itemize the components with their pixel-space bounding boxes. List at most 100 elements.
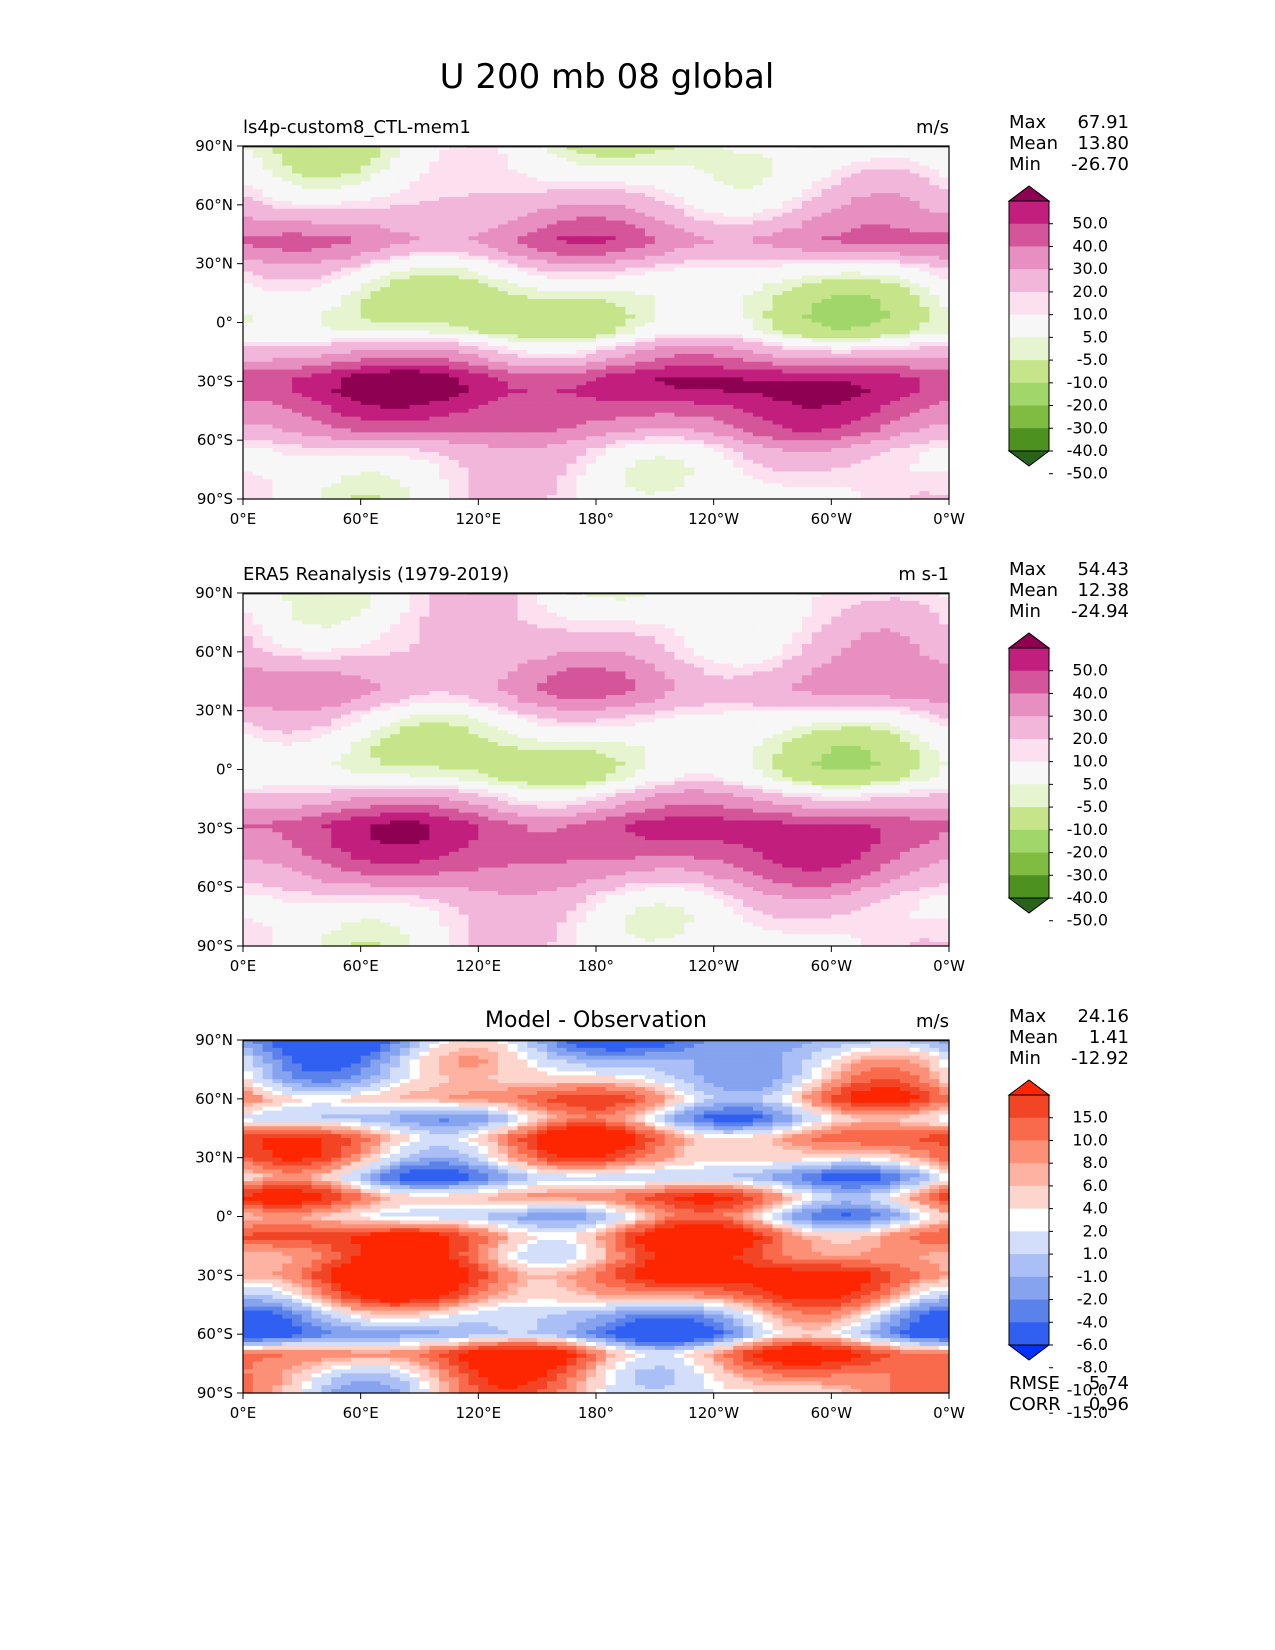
- field-cell: [763, 224, 773, 229]
- field-cell: [567, 346, 577, 351]
- field-cell: [606, 366, 616, 371]
- field-cell: [263, 268, 273, 273]
- field-cell: [498, 307, 508, 312]
- field-cell: [714, 209, 724, 214]
- field-cell: [782, 409, 792, 414]
- field-cell: [488, 385, 498, 390]
- field-cell: [312, 311, 322, 316]
- field-cell: [488, 303, 498, 308]
- field-cell: [753, 362, 763, 367]
- field-cell: [312, 256, 322, 261]
- field-cell: [733, 189, 743, 194]
- field-cell: [341, 173, 351, 178]
- field-cell: [282, 166, 292, 171]
- field-cell: [743, 381, 753, 386]
- field-cell: [831, 193, 841, 198]
- field-cell: [606, 185, 616, 190]
- field-cell: [576, 162, 586, 167]
- field-cell: [478, 224, 488, 229]
- field-cell: [351, 334, 361, 339]
- field-cell: [508, 224, 518, 229]
- field-cell: [655, 315, 665, 320]
- field-cell: [694, 283, 704, 288]
- field-cell: [429, 373, 439, 378]
- field-cell: [390, 236, 400, 241]
- field-cell: [498, 405, 508, 410]
- field-cell: [312, 287, 322, 292]
- field-cell: [400, 264, 410, 269]
- field-cell: [302, 295, 312, 300]
- field-cell: [527, 181, 537, 186]
- field-cell: [400, 385, 410, 390]
- field-cell: [253, 413, 263, 418]
- field-cell: [567, 248, 577, 253]
- field-cell: [390, 291, 400, 296]
- field-cell: [704, 201, 714, 206]
- field-cell: [282, 346, 292, 351]
- field-cell: [243, 217, 253, 222]
- field-cell: [370, 366, 380, 371]
- field-cell: [753, 244, 763, 249]
- field-cell: [508, 326, 518, 331]
- field-cell: [439, 162, 449, 167]
- field-cell: [782, 181, 792, 186]
- field-cell: [900, 217, 910, 222]
- field-cell: [812, 291, 822, 296]
- field-cell: [802, 170, 812, 175]
- field-cell: [390, 385, 400, 390]
- field-cell: [439, 166, 449, 171]
- field-cell: [557, 193, 567, 198]
- field-cell: [508, 197, 518, 202]
- field-cell: [361, 295, 371, 300]
- field-cell: [321, 189, 331, 194]
- field-cell: [694, 181, 704, 186]
- field-cell: [351, 252, 361, 257]
- field-cell: [684, 166, 694, 171]
- field-cell: [861, 373, 871, 378]
- field-cell: [400, 405, 410, 410]
- field-cell: [263, 166, 273, 171]
- field-cell: [723, 201, 733, 206]
- field-cell: [596, 299, 606, 304]
- field-cell: [508, 287, 518, 292]
- field-cell: [665, 315, 675, 320]
- field-cell: [625, 381, 635, 386]
- field-cell: [635, 295, 645, 300]
- field-cell: [655, 381, 665, 386]
- field-cell: [939, 158, 949, 163]
- field-cell: [674, 150, 684, 155]
- field-cell: [321, 209, 331, 214]
- field-cell: [812, 272, 822, 277]
- field-cell: [576, 193, 586, 198]
- field-cell: [557, 377, 567, 382]
- field-cell: [312, 150, 322, 155]
- field-cell: [390, 350, 400, 355]
- field-cell: [831, 358, 841, 363]
- field-cell: [841, 287, 851, 292]
- field-cell: [420, 346, 430, 351]
- field-cell: [920, 366, 930, 371]
- field-cell: [331, 373, 341, 378]
- field-cell: [763, 366, 773, 371]
- field-cell: [723, 397, 733, 402]
- field-cell: [410, 401, 420, 406]
- field-cell: [370, 291, 380, 296]
- field-cell: [625, 193, 635, 198]
- field-cell: [547, 224, 557, 229]
- field-cell: [851, 354, 861, 359]
- field-cell: [321, 405, 331, 410]
- field-cell: [802, 275, 812, 280]
- field-cell: [606, 377, 616, 382]
- field-cell: [576, 389, 586, 394]
- field-cell: [272, 193, 282, 198]
- field-cell: [361, 177, 371, 182]
- field-cell: [370, 189, 380, 194]
- field-cell: [410, 252, 420, 257]
- field-cell: [380, 240, 390, 245]
- field-cell: [616, 154, 626, 159]
- field-cell: [812, 323, 822, 328]
- field-cell: [714, 405, 724, 410]
- field-cell: [851, 295, 861, 300]
- field-cell: [733, 362, 743, 367]
- field-cell: [537, 264, 547, 269]
